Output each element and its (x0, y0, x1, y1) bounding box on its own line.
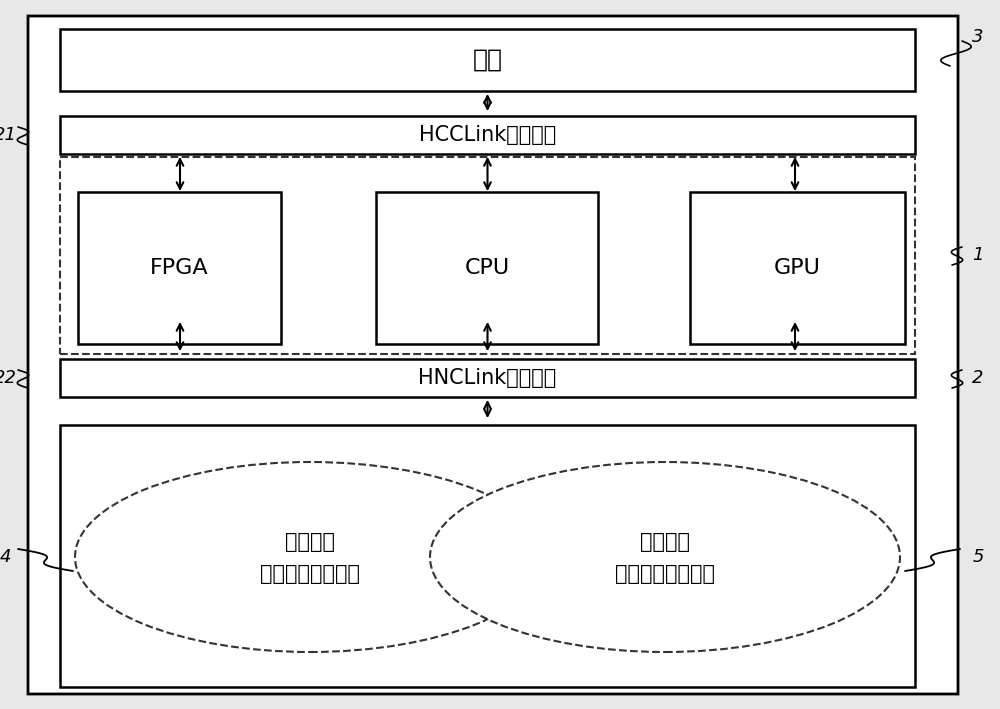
Ellipse shape (75, 462, 545, 652)
Text: 基因解读: 基因解读 (285, 532, 335, 552)
Text: 数据指令输入单元: 数据指令输入单元 (260, 564, 360, 584)
Bar (690, 192, 905, 344)
Text: 4: 4 (0, 548, 11, 566)
Text: 数据指令输出单元: 数据指令输出单元 (615, 564, 715, 584)
Text: HCCLink总线模块: HCCLink总线模块 (419, 125, 556, 145)
Text: FPGA: FPGA (150, 258, 209, 278)
Text: 基因解读: 基因解读 (640, 532, 690, 552)
FancyBboxPatch shape (28, 16, 958, 694)
Text: GPU: GPU (774, 258, 821, 278)
Text: 21: 21 (0, 126, 16, 144)
Bar (60, 157, 915, 354)
Text: CPU: CPU (464, 258, 510, 278)
Text: HNCLink总线模块: HNCLink总线模块 (418, 368, 557, 388)
Bar (376, 192, 598, 344)
Text: 5: 5 (972, 548, 984, 566)
Text: 3: 3 (972, 28, 984, 46)
Bar (60, 29, 915, 91)
Bar (60, 359, 915, 397)
Bar (78, 192, 281, 344)
Text: 1: 1 (972, 246, 984, 264)
Ellipse shape (430, 462, 900, 652)
Text: 2: 2 (972, 369, 984, 387)
Bar (60, 116, 915, 154)
Text: 22: 22 (0, 369, 16, 387)
Bar (60, 425, 915, 687)
Text: 内存: 内存 (473, 48, 503, 72)
